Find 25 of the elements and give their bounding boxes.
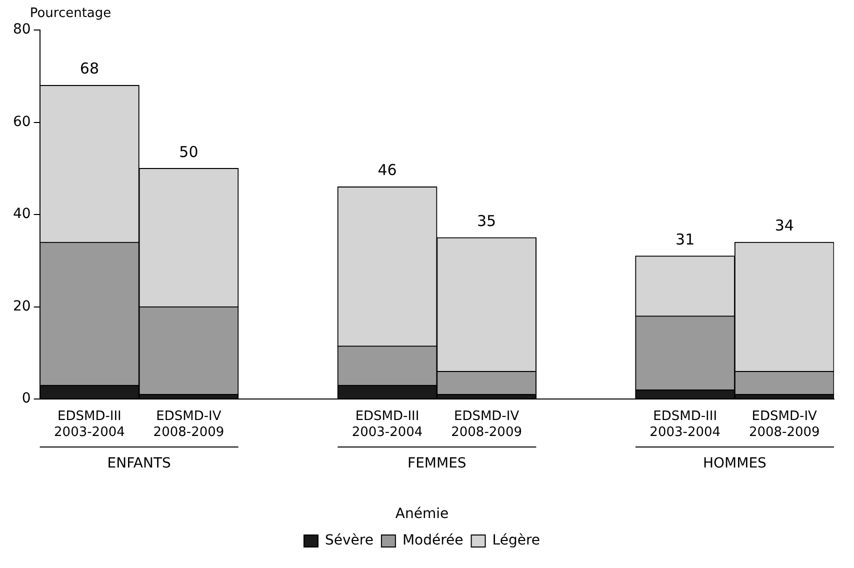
legend-title: Anémie xyxy=(395,506,449,522)
total-label: 46 xyxy=(378,161,397,180)
y-tick-label: 80 xyxy=(12,22,31,38)
text: FEMMES xyxy=(408,456,466,472)
text: ENFANTS xyxy=(107,456,171,472)
total-label: 50 xyxy=(179,142,198,161)
x-tick-label: EDSMD-III 2003-2004 xyxy=(54,409,125,440)
total-label: 31 xyxy=(676,230,695,248)
x-tick-label: EDSMD-IV 2008-2009 xyxy=(748,409,820,440)
y-tick-label: 20 xyxy=(12,298,31,314)
x-tick-label: EDSMD-IV 2008-2009 xyxy=(451,409,522,440)
total-label: 34 xyxy=(774,216,794,235)
total-label: 35 xyxy=(476,212,496,230)
y-tick-label: 0 xyxy=(22,390,31,407)
legend-label: Modérée xyxy=(402,532,464,549)
y-axis-title: Pourcentage xyxy=(30,6,112,21)
x-tick-label: EDSMD-IV 2008-2009 xyxy=(153,409,224,440)
text: HOMMES xyxy=(703,456,767,472)
y-tick-label: 60 xyxy=(12,114,31,130)
total-label: 68 xyxy=(80,60,99,78)
y-tick-label: 40 xyxy=(12,206,31,222)
x-tick-label: EDSMD-III 2003-2004 xyxy=(650,409,721,440)
legend-label: Sévère xyxy=(324,532,374,549)
legend-label: Légère xyxy=(492,532,540,549)
x-tick-label: EDSMD-III 2003-2004 xyxy=(352,409,423,440)
